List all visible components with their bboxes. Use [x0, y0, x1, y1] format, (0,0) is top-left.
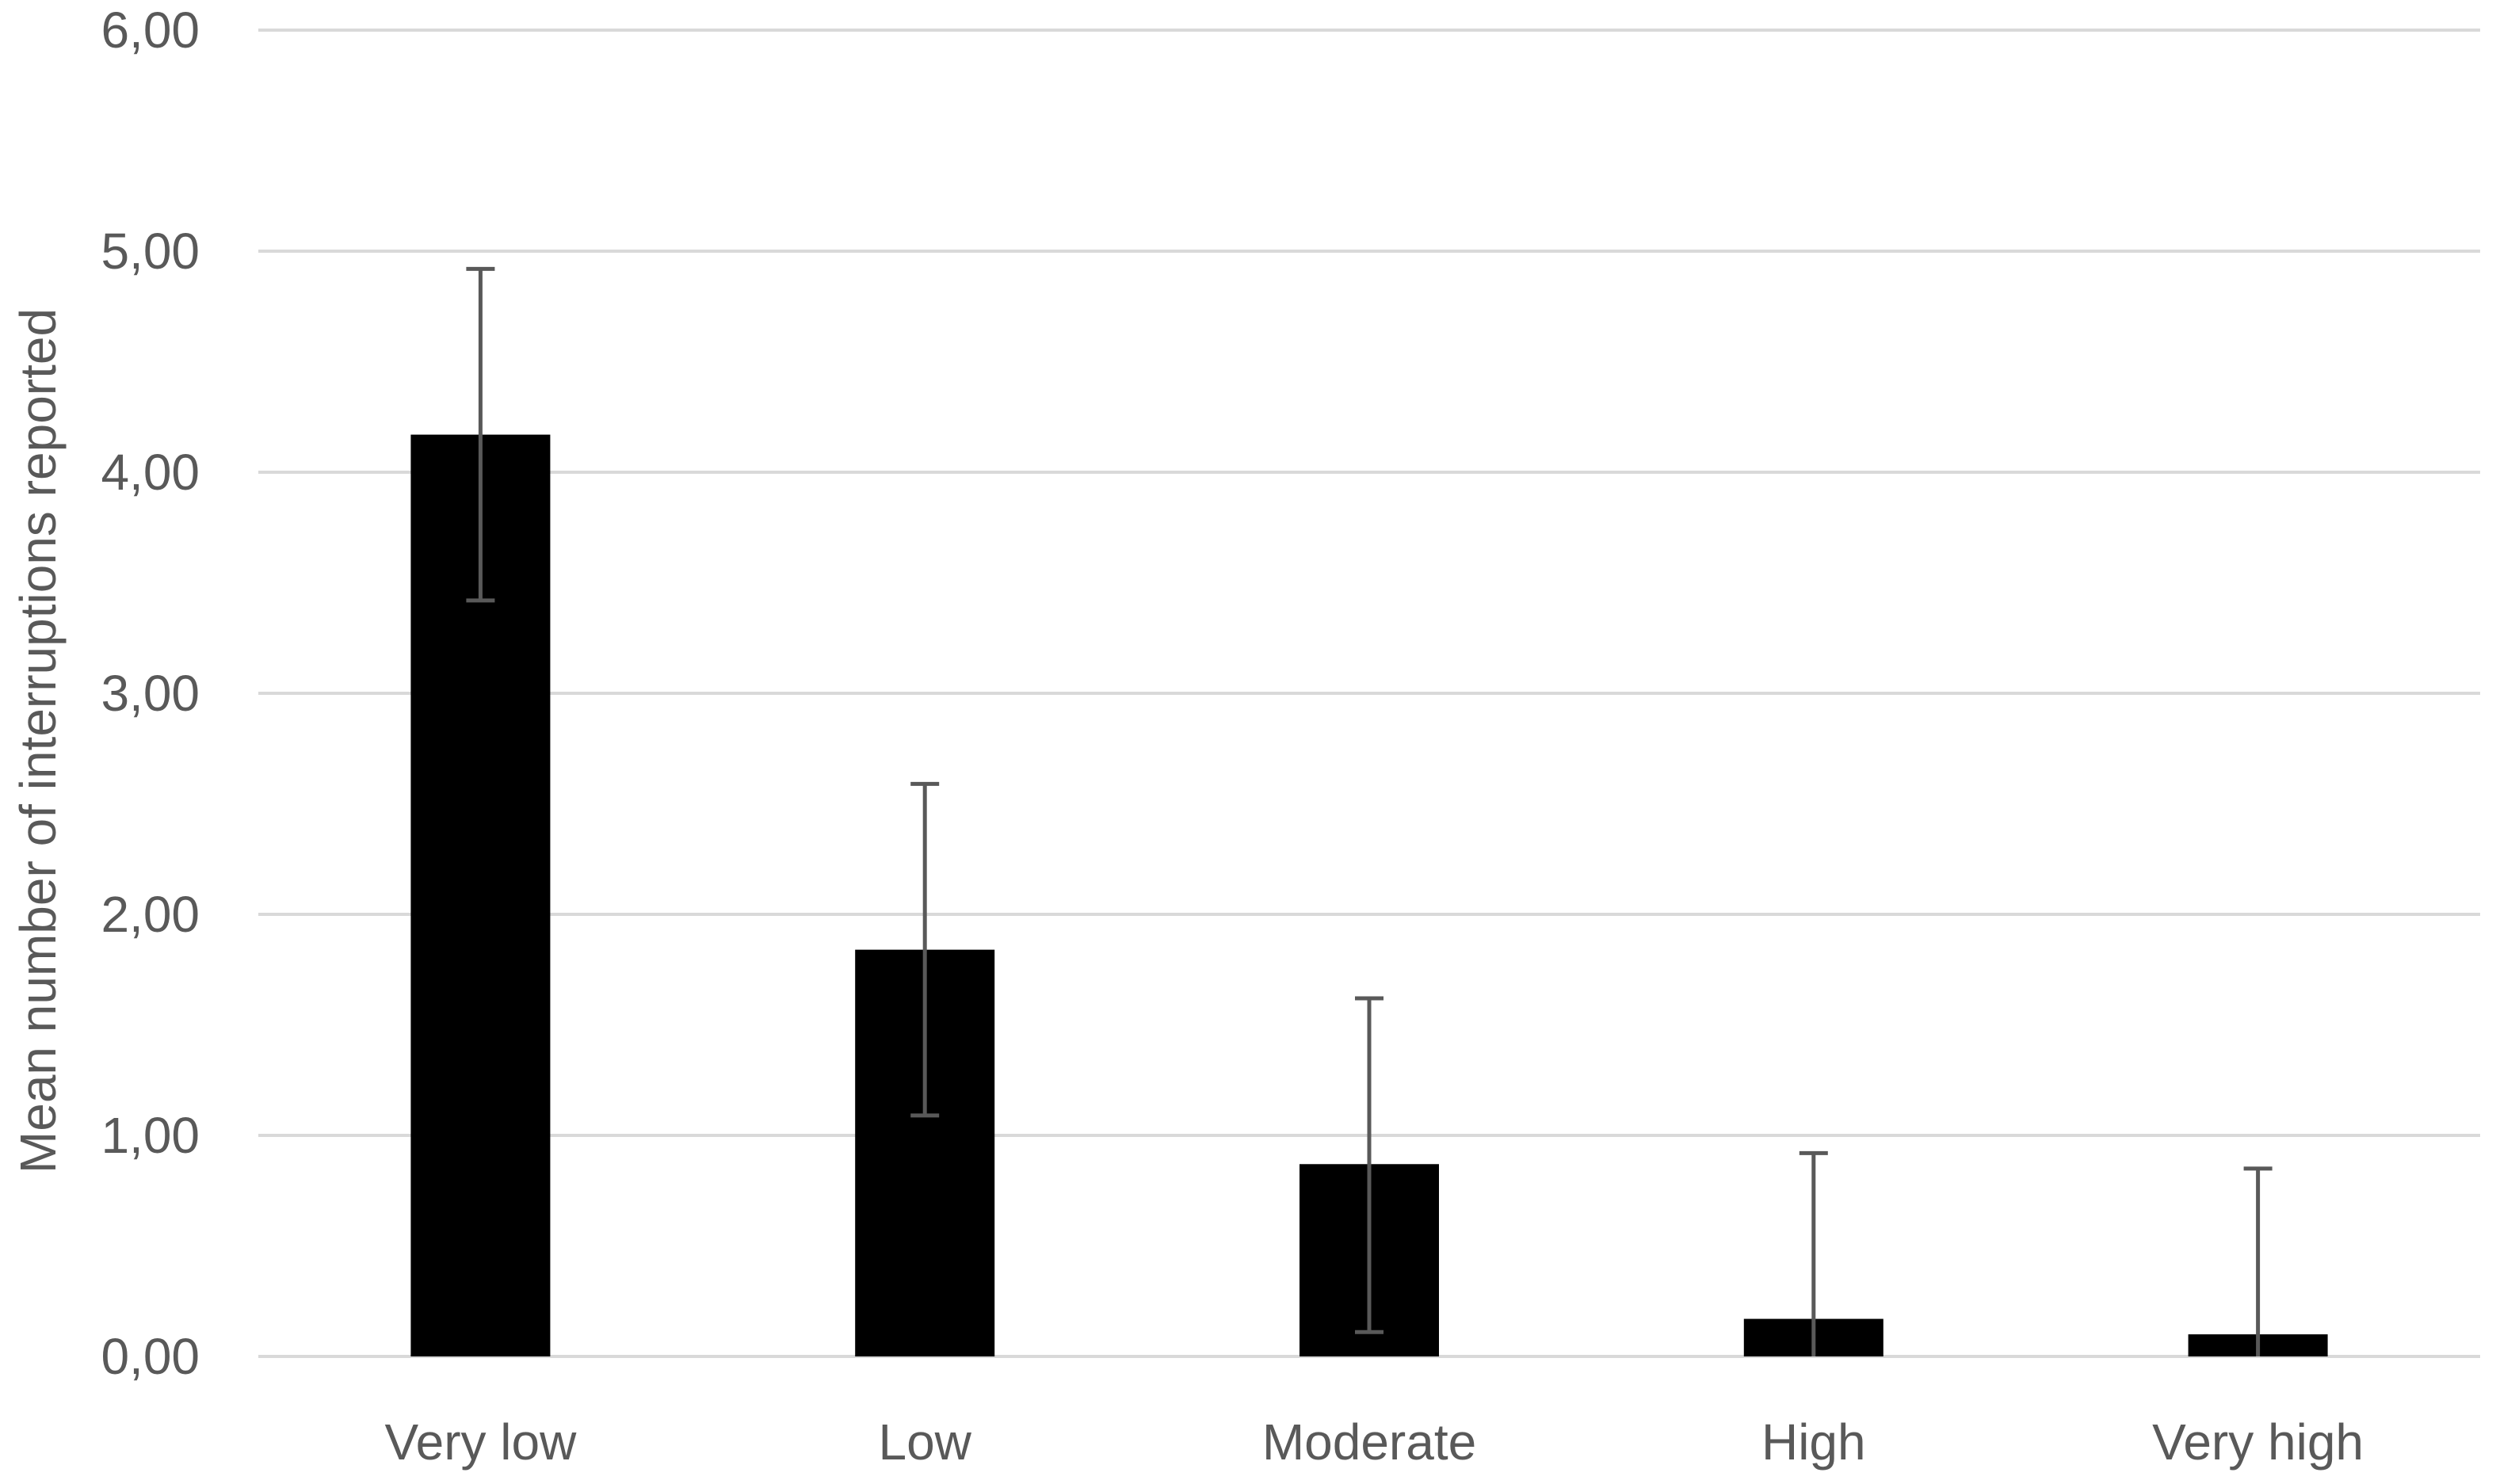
x-axis-tick-labels: Very low Low Moderate High Very high — [384, 1413, 2364, 1471]
error-bar-moderate — [1355, 996, 1383, 1334]
x-tick-label: Very low — [384, 1413, 577, 1471]
x-tick-label: Moderate — [1262, 1413, 1476, 1471]
error-bar-low — [910, 781, 940, 1118]
x-tick-label: High — [1761, 1413, 1866, 1471]
gridlines — [258, 29, 2480, 1358]
y-tick-label: 4,00 — [101, 444, 200, 501]
error-bars — [466, 266, 2273, 1356]
error-bar-high — [1799, 1150, 1828, 1356]
x-tick-label: Low — [878, 1413, 971, 1471]
y-tick-label: 2,00 — [101, 886, 200, 943]
y-tick-label: 0,00 — [101, 1328, 200, 1385]
y-tick-label: 3,00 — [101, 665, 200, 722]
y-axis-tick-labels: 0,00 1,00 2,00 3,00 4,00 5,00 6,00 — [101, 2, 200, 1385]
error-bar-very-low — [466, 266, 495, 603]
y-tick-label: 5,00 — [101, 223, 200, 280]
y-tick-label: 6,00 — [101, 2, 200, 59]
error-bar-very-high — [2243, 1166, 2273, 1356]
y-tick-label: 1,00 — [101, 1107, 200, 1164]
x-tick-label: Very high — [2152, 1413, 2364, 1471]
y-axis-title: Mean number of interruptions reported — [10, 308, 67, 1173]
